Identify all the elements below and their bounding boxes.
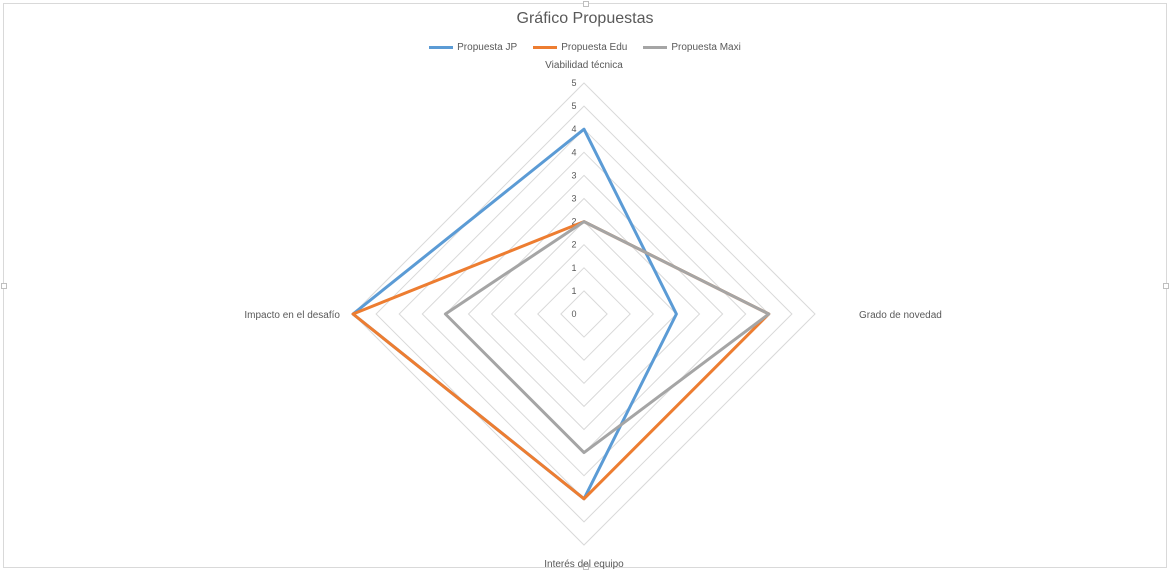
tick-label-6: 3 — [571, 170, 576, 180]
grid-ring-5 — [467, 197, 701, 431]
legend-entry-jp[interactable]: Propuesta JP — [429, 42, 517, 53]
tick-label-2: 1 — [571, 263, 576, 273]
legend-label-edu: Propuesta Edu — [561, 42, 628, 53]
tick-label-5: 3 — [571, 194, 576, 204]
grid-ring-1 — [560, 290, 608, 338]
legend-label-maxi: Propuesta Maxi — [671, 42, 741, 53]
legend-swatch-edu — [533, 46, 558, 49]
tick-label-4: 2 — [571, 217, 576, 227]
axis-label-2: Interés del equipo — [544, 559, 624, 570]
axis-label-3: Impacto en el desafío — [244, 310, 340, 321]
tick-label-0: 0 — [571, 309, 576, 319]
tick-label-9: 5 — [571, 101, 576, 111]
tick-label-8: 4 — [571, 124, 576, 134]
tick-label-3: 2 — [571, 240, 576, 250]
legend-entry-maxi[interactable]: Propuesta Maxi — [643, 42, 741, 53]
chart-area[interactable] — [3, 3, 1167, 568]
grid-ring-4 — [490, 220, 678, 408]
axis-label-0: Viabilidad técnica — [545, 60, 623, 71]
grid-ring-8 — [398, 128, 770, 500]
resize-handle-bottom[interactable] — [583, 564, 589, 570]
tick-label-1: 1 — [571, 286, 576, 296]
grid-ring-3 — [513, 243, 655, 385]
grid-ring-10 — [352, 82, 816, 546]
series-line-2 — [443, 220, 771, 455]
legend-entry-edu[interactable]: Propuesta Edu — [533, 42, 627, 53]
chart-legend[interactable]: Propuesta JP Propuesta Edu Propuesta Max… — [0, 42, 1170, 53]
grid-ring-2 — [537, 267, 631, 361]
resize-handle-left[interactable] — [1, 283, 7, 289]
legend-label-jp: Propuesta JP — [457, 42, 518, 53]
grid-ring-9 — [375, 105, 793, 523]
resize-handle-right[interactable] — [1163, 283, 1169, 289]
grid-ring-7 — [421, 151, 747, 477]
tick-label-7: 4 — [571, 147, 576, 157]
resize-handle-top[interactable] — [583, 1, 589, 7]
grid-ring-6 — [444, 174, 724, 454]
axis-label-1: Grado de novedad — [859, 310, 942, 321]
legend-swatch-maxi — [643, 46, 668, 49]
tick-label-10: 5 — [571, 78, 576, 88]
chart-title[interactable]: Gráfico Propuestas — [516, 10, 654, 27]
legend-swatch-jp — [429, 46, 454, 49]
